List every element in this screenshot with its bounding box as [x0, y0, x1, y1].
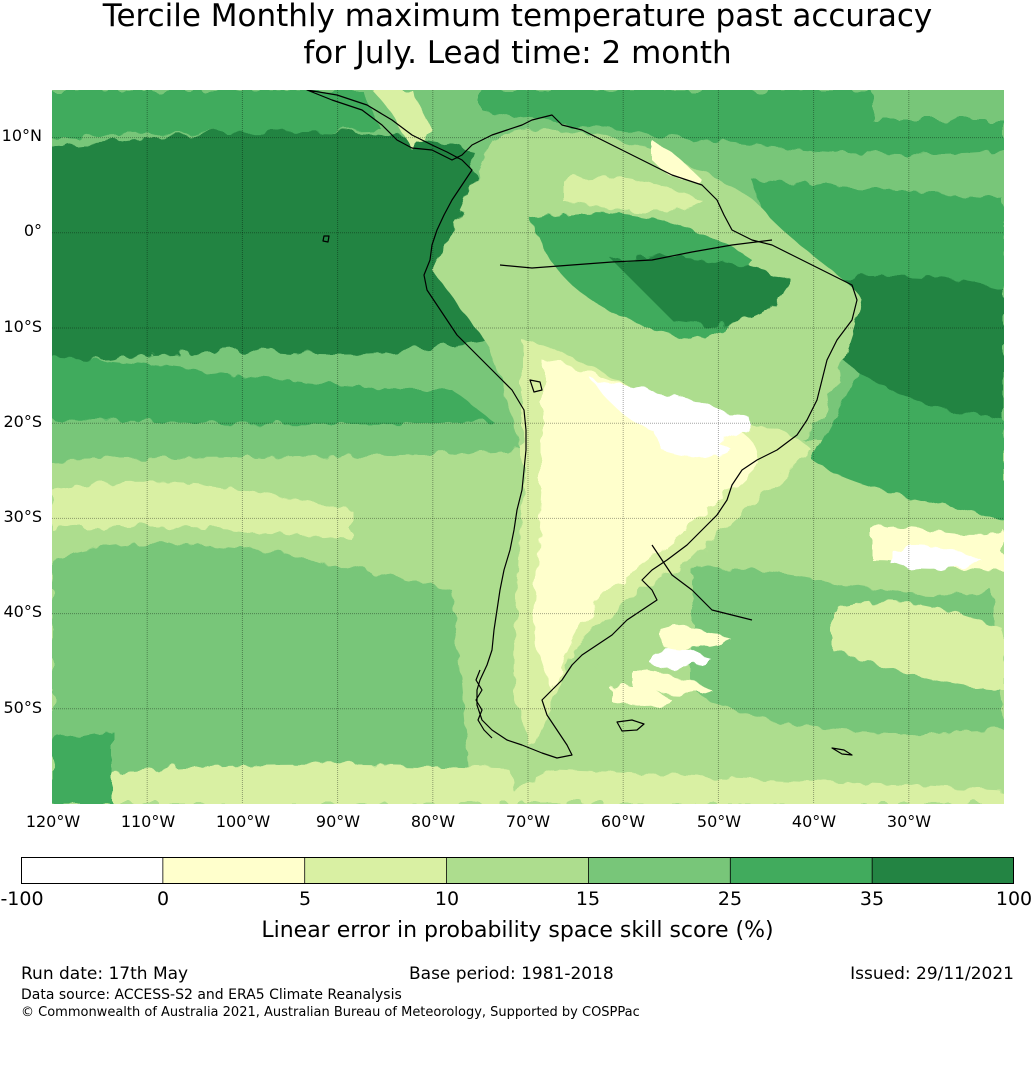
colorbar-tick-25: 25 — [717, 888, 743, 910]
colorbar-segment — [730, 857, 873, 884]
south-georgia-outline — [831, 747, 853, 756]
lon-tick-40w: 40°W — [791, 812, 837, 831]
lon-tick-80w: 80°W — [410, 812, 456, 831]
colorbar-tick-5: 5 — [298, 888, 312, 910]
lon-tick-120w: 120°W — [25, 812, 81, 831]
lat-tick-0: 0° — [23, 221, 42, 240]
colorbar-segment — [162, 857, 306, 884]
data-source: Data source: ACCESS-S2 and ERA5 Climate … — [21, 987, 402, 1003]
colorbar-segment — [304, 857, 448, 884]
uruguay-river — [651, 544, 753, 621]
chiloe-archipelago — [475, 669, 493, 739]
lat-tick-40s: 40°S — [3, 602, 42, 621]
map-gridlines — [52, 90, 1004, 804]
copyright-notice: © Commonwealth of Australia 2021, Austra… — [21, 1005, 640, 1020]
lon-tick-90w: 90°W — [315, 812, 361, 831]
colorbar-tick-minus-100: -100 — [0, 888, 44, 910]
base-period: Base period: 1981-2018 — [409, 964, 614, 984]
lon-tick-100w: 100°W — [215, 812, 271, 831]
colorbar-tick-15: 15 — [575, 888, 601, 910]
lat-tick-10n: 10°N — [1, 126, 42, 145]
coastlines — [306, 90, 858, 759]
map-title-line-1: Tercile Monthly maximum temperature past… — [102, 0, 933, 34]
colorbar-segment — [21, 857, 164, 884]
south-america-coastline — [306, 90, 858, 759]
colorbar-tick-35: 35 — [859, 888, 885, 910]
colorbar-segment — [872, 857, 1014, 884]
lon-tick-50w: 50°W — [696, 812, 742, 831]
lon-tick-30w: 30°W — [886, 812, 932, 831]
issued-date: Issued: 29/11/2021 — [850, 964, 1014, 984]
colorbar-tick-10: 10 — [434, 888, 460, 910]
skill-score-map — [52, 90, 1004, 804]
titicaca-outline — [529, 379, 543, 393]
skill-score-colorbar — [21, 857, 1014, 884]
falkland-islands-outline — [616, 719, 645, 732]
lat-tick-10s: 10°S — [3, 317, 42, 336]
lon-tick-70w: 70°W — [505, 812, 551, 831]
colorbar-segment — [446, 857, 589, 884]
lon-tick-110w: 110°W — [120, 812, 176, 831]
colorbar-label: Linear error in probability space skill … — [261, 918, 774, 943]
run-date: Run date: 17th May — [21, 964, 189, 984]
map-title-line-2: for July. Lead time: 2 month — [303, 35, 732, 71]
lon-tick-60w: 60°W — [600, 812, 646, 831]
skill-score-field — [52, 90, 1004, 804]
lat-tick-20s: 20°S — [3, 412, 42, 431]
colorbar-tick-0: 0 — [156, 888, 170, 910]
colorbar-tick-100: 100 — [995, 888, 1033, 910]
amazon-river — [499, 239, 773, 269]
colorbar-segment — [588, 857, 731, 884]
galapagos-outline — [322, 235, 330, 243]
lat-tick-50s: 50°S — [3, 698, 42, 717]
lat-tick-30s: 30°S — [3, 507, 42, 526]
